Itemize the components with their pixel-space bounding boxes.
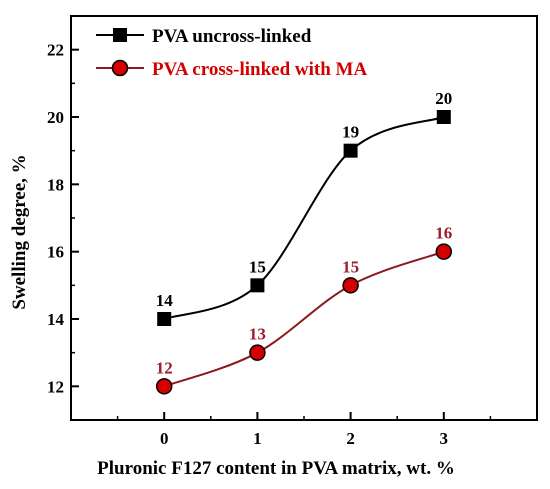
legend-label: PVA cross-linked with MA — [152, 59, 367, 80]
data-point-circle — [435, 243, 453, 260]
data-label: 15 — [249, 257, 266, 276]
series-line-uncross-linked — [163, 116, 445, 320]
y-axis-label: Swelling degree, % — [9, 154, 30, 309]
legend-marker-circle — [111, 59, 129, 77]
y-tick-label: 16 — [47, 243, 64, 262]
data-label: 15 — [342, 257, 359, 276]
data-label: 14 — [156, 291, 174, 310]
x-tick-label: 1 — [253, 429, 262, 448]
data-point-square — [436, 110, 451, 124]
data-point-circle — [342, 277, 359, 294]
y-tick-label: 12 — [47, 377, 64, 396]
x-axis-label: Pluronic F127 content in PVA matrix, wt.… — [97, 458, 455, 479]
y-tick-label: 14 — [47, 310, 65, 329]
legend-label: PVA uncross-linked — [152, 26, 312, 47]
data-label: 19 — [342, 123, 359, 142]
data-label: 13 — [249, 325, 266, 344]
y-tick-label: 18 — [47, 175, 64, 194]
series-line-cross-linked — [163, 250, 445, 388]
x-tick-label: 0 — [160, 429, 169, 448]
data-point-square — [343, 143, 358, 158]
y-tick-label: 22 — [47, 41, 64, 60]
legend-marker-square — [113, 28, 127, 42]
legend: PVA uncross-linked PVA cross-linked with … — [96, 26, 367, 80]
data-label: 12 — [156, 358, 173, 377]
data-point-circle — [155, 378, 173, 395]
data-label: 20 — [435, 89, 452, 108]
data-point-square — [157, 312, 172, 326]
x-tick-label: 2 — [346, 429, 355, 448]
series-lines — [163, 116, 445, 388]
data-point-circle — [249, 344, 266, 361]
data-label: 16 — [435, 224, 452, 243]
data-point-square — [250, 278, 265, 293]
x-tick-label: 3 — [440, 429, 449, 448]
data-labels: 14 15 19 20 12 13 15 16 — [156, 89, 453, 377]
series-markers — [155, 110, 453, 395]
y-tick-label: 20 — [47, 108, 64, 127]
